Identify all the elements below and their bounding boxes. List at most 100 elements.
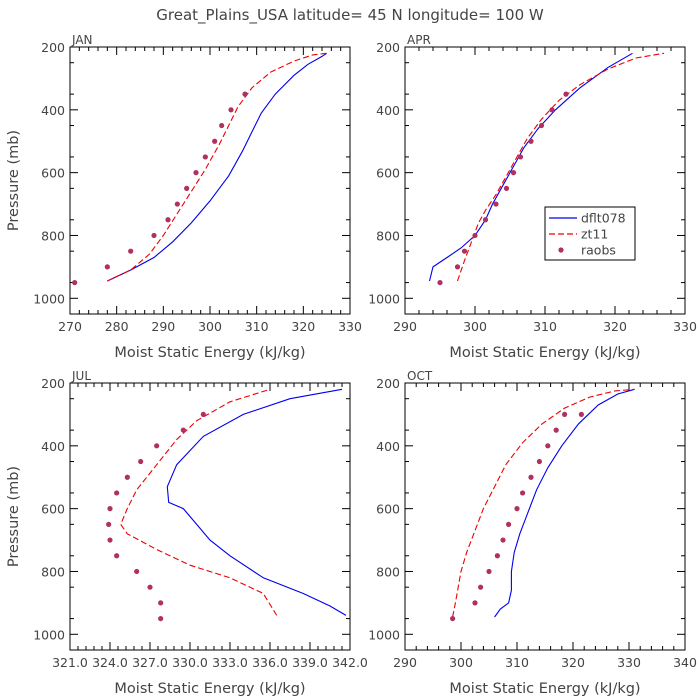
raobs-point (242, 91, 248, 97)
y-tick-label: 600 (376, 166, 400, 181)
raobs-point (482, 217, 489, 223)
y-tick-label: 1000 (368, 291, 400, 306)
raobs-point (437, 279, 443, 286)
raobs-point (517, 154, 524, 160)
x-tick-label: 300 (198, 319, 222, 334)
raobs-point (202, 154, 208, 160)
raobs-point (184, 185, 190, 191)
raobs-point (124, 474, 130, 480)
raobs-point (165, 217, 171, 223)
raobs-point (193, 170, 199, 176)
x-tick-label: 330 (673, 319, 697, 334)
raobs-point (134, 568, 140, 575)
x-axis-label: Moist Static Energy (kJ/kg) (114, 681, 305, 697)
y-tick-label: 1000 (33, 627, 65, 642)
raobs-point (138, 458, 144, 465)
raobs-point (158, 600, 164, 606)
zt11-line (452, 388, 635, 618)
raobs-point (454, 264, 461, 270)
figure-title: Great_Plains_USA latitude= 45 N longitud… (156, 6, 544, 25)
x-tick-label: 290 (393, 319, 417, 334)
panel-oct: 290 300 310 320 330 340 200 400 600 800 1000 OCT Moi… (368, 369, 697, 697)
panel-label: JAN (71, 33, 93, 47)
x-tick-label: 330 (617, 655, 641, 670)
plot-frame (69, 46, 351, 315)
dflt078-line (494, 388, 635, 618)
raobs-point (528, 138, 534, 144)
x-tick-label: 333.0 (212, 655, 248, 670)
raobs-point (147, 584, 153, 590)
x-tick-label: 321.0 (52, 655, 88, 670)
panel-label: JUL (71, 369, 91, 383)
raobs-point (106, 521, 112, 527)
x-tick-label: 342.0 (332, 655, 368, 670)
raobs-point (578, 411, 585, 418)
x-tick-label: 336.0 (252, 655, 288, 670)
raobs-point (536, 458, 543, 465)
series-group (106, 388, 347, 622)
series-group (428, 52, 665, 286)
raobs-point (486, 568, 492, 575)
raobs-point (545, 443, 551, 449)
panel-label: APR (407, 33, 431, 47)
raobs-point (107, 506, 113, 512)
raobs-point (472, 600, 478, 606)
panel-jan: 270 280 290 300 310 320 330 200 400 600 800 1000 JAN… (6, 33, 362, 361)
y-tick-label: 400 (376, 439, 400, 454)
x-tick-label: 320 (603, 319, 627, 334)
dflt078-line (107, 52, 328, 282)
x-tick-label: 327.0 (132, 655, 168, 670)
raobs-point (553, 427, 559, 433)
raobs-point (510, 170, 517, 176)
x-tick-label: 324.0 (92, 655, 128, 670)
x-tick-label: 310 (245, 319, 269, 334)
raobs-point (151, 232, 157, 239)
raobs-point (212, 138, 218, 144)
raobs-point (528, 474, 534, 480)
x-tick-label: 300 (463, 319, 487, 334)
dflt078-line (428, 52, 633, 282)
x-axis-label: Moist Static Energy (kJ/kg) (449, 681, 640, 697)
x-tick-label: 320 (561, 655, 585, 670)
legend-swatch-raobs (558, 247, 564, 253)
panel-label: OCT (407, 369, 433, 383)
x-axis-label: Moist Static Energy (kJ/kg) (114, 345, 305, 361)
x-tick-label: 310 (533, 319, 557, 334)
series-group (72, 52, 328, 286)
raobs-point (154, 443, 160, 449)
y-tick-label: 800 (41, 564, 65, 579)
y-tick-label: 600 (41, 166, 65, 181)
y-tick-label: 800 (376, 228, 400, 243)
y-tick-label: 200 (41, 376, 65, 391)
raobs-point (461, 248, 468, 254)
panel-jul: 321.0 324.0 327.0 330.0 333.0 336.0 339.0 342.0… (6, 369, 368, 697)
y-tick-label: 400 (376, 103, 400, 118)
raobs-point (200, 411, 206, 418)
y-tick-label: 400 (41, 439, 65, 454)
raobs-point (538, 122, 545, 129)
y-tick-label: 400 (41, 103, 65, 118)
x-tick-label: 290 (151, 319, 175, 334)
raobs-point (158, 615, 164, 622)
raobs-point (228, 107, 234, 113)
legend-label: raobs (581, 243, 616, 258)
raobs-point (472, 232, 478, 239)
raobs-point (180, 427, 186, 433)
raobs-point (450, 615, 456, 622)
raobs-point (503, 185, 510, 191)
y-tick-label: 800 (41, 228, 65, 243)
zt11-line (107, 52, 327, 282)
x-tick-label: 330 (338, 319, 362, 334)
y-tick-label: 600 (41, 502, 65, 517)
raobs-point (114, 553, 120, 559)
x-tick-label: 330.0 (172, 655, 208, 670)
series-group (450, 388, 635, 622)
y-tick-label: 200 (376, 40, 400, 55)
x-tick-label: 290 (393, 655, 417, 670)
y-tick-label: 1000 (33, 291, 65, 306)
legend-label: dflt078 (581, 211, 626, 226)
raobs-point (520, 490, 526, 496)
raobs-point (128, 248, 134, 254)
y-tick-label: 200 (376, 376, 400, 391)
